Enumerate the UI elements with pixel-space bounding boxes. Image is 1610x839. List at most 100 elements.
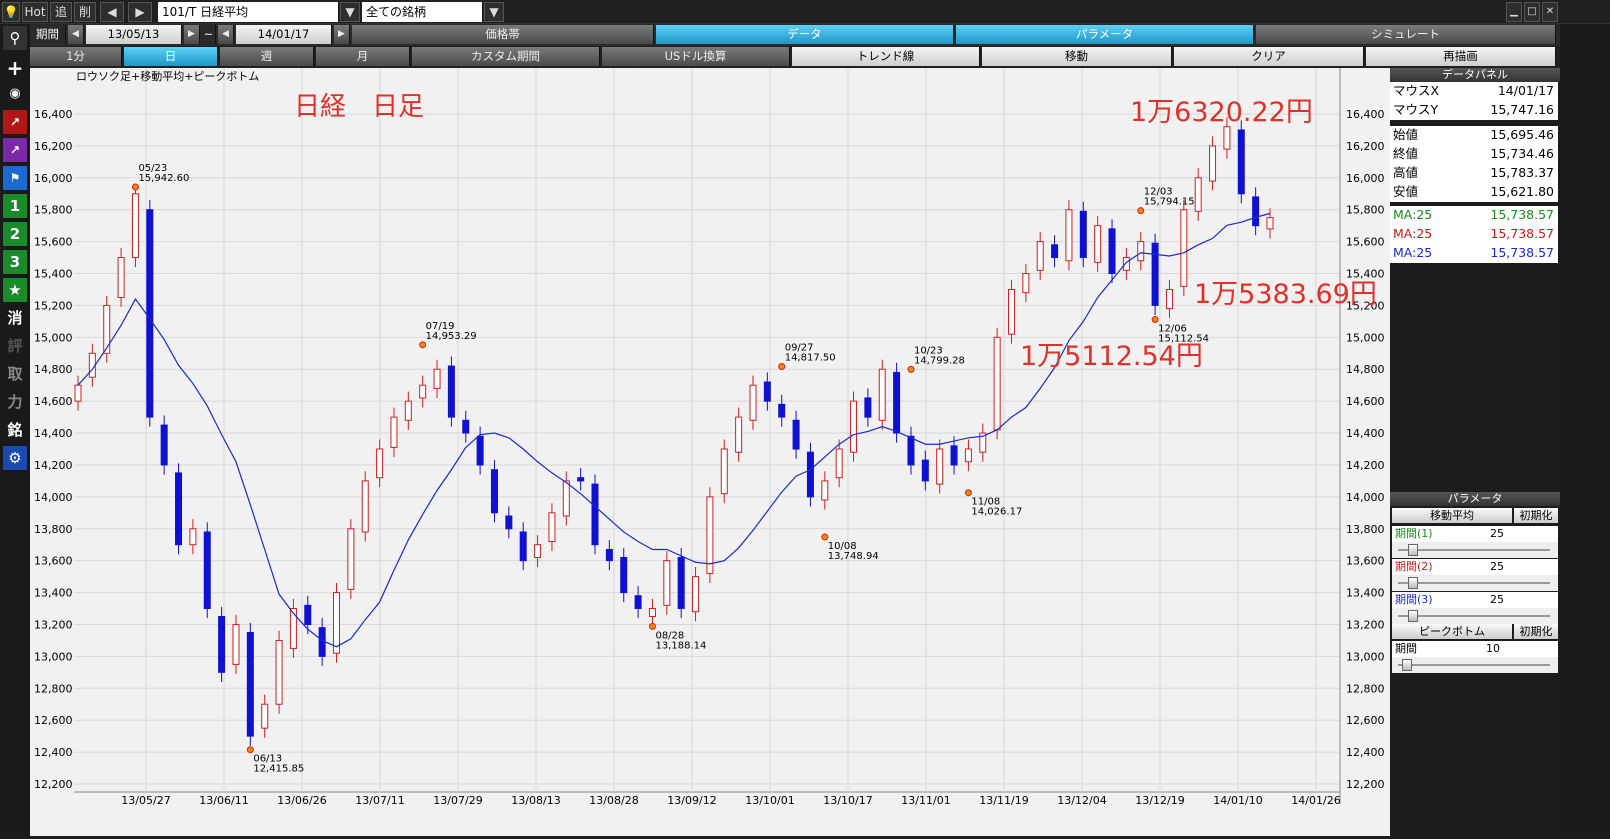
preset-3-button[interactable]: 3 (3, 250, 27, 274)
x-tick-label: 13/06/11 (199, 794, 248, 807)
star-button[interactable]: ★ (3, 278, 27, 302)
filter-dropdown-icon[interactable]: ▼ (484, 2, 504, 22)
interval-month[interactable]: 月 (316, 47, 410, 66)
candle-body (692, 576, 700, 613)
candle-body (289, 608, 297, 649)
lightbulb-icon[interactable]: 💡 (2, 2, 20, 22)
chart-overlay-icon[interactable]: ↗ (3, 138, 27, 162)
y-tick-label-right: 13,600 (1346, 555, 1385, 568)
next-symbol-button[interactable]: ▶ (128, 2, 152, 22)
symbol-input[interactable]: 101/T 日経平均 (158, 2, 338, 22)
candle-body (476, 435, 484, 466)
move-button[interactable]: 移動 (982, 47, 1172, 66)
symbol-dropdown-icon[interactable]: ▼ (340, 2, 360, 22)
add-button[interactable]: 追 (50, 2, 72, 22)
candlestick-chart[interactable]: 16,400 16,400 16,200 16,200 16,000 16,000 15,8… (30, 68, 1390, 836)
trade-button[interactable]: 取 (7, 365, 23, 383)
delete-button[interactable]: 削 (74, 2, 96, 22)
candle-body (648, 608, 656, 617)
evaluate-button[interactable]: 評 (7, 337, 23, 355)
prev-symbol-button[interactable]: ◀ (100, 2, 124, 22)
candle-body (907, 435, 915, 466)
from-next-button[interactable]: ▶ (184, 25, 200, 44)
preset-1-button[interactable]: 1 (3, 194, 27, 218)
hot-button[interactable]: Hot (22, 2, 48, 22)
candle-body (979, 432, 987, 453)
y-tick-label: 12,600 (34, 714, 73, 727)
search-icon[interactable]: ⚲ (3, 26, 27, 50)
erase-button[interactable]: 消 (7, 309, 23, 327)
trendline-button[interactable]: トレンド線 (792, 47, 980, 66)
plus-icon[interactable]: + (6, 56, 24, 80)
candle-body (548, 512, 556, 543)
tab-price-band[interactable]: 価格帯 (352, 25, 654, 44)
candle-body (763, 381, 771, 402)
gear-icon[interactable]: ⚙ (3, 446, 27, 470)
period2-slider[interactable] (1392, 575, 1558, 591)
to-next-button[interactable]: ▶ (334, 25, 350, 44)
period1-slider[interactable] (1392, 542, 1558, 558)
candle-body (706, 496, 714, 574)
candle-body (1194, 177, 1202, 212)
from-date-input[interactable]: 13/05/13 (86, 25, 182, 44)
candle-body (577, 477, 585, 482)
peak-marker (246, 746, 254, 754)
close-icon[interactable]: ✕ (1542, 2, 1558, 22)
chart-area[interactable]: 16,400 16,400 16,200 16,200 16,000 16,000 15,8… (30, 68, 1390, 836)
candle-body (964, 448, 972, 463)
peak-date: 05/23 (138, 163, 167, 174)
candle-body (1237, 129, 1245, 195)
peak-date: 08/28 (655, 630, 684, 641)
usd-convert-button[interactable]: USドル換算 (602, 47, 790, 66)
candle-body (232, 623, 240, 665)
period2-row: 期間(2) 25 (1392, 559, 1558, 575)
peak-value: 15,794.15 (1144, 197, 1195, 208)
redraw-button[interactable]: 再描画 (1366, 47, 1556, 66)
x-tick-label: 13/12/19 (1135, 794, 1184, 807)
param-panel-title: パラメータ (1390, 492, 1560, 506)
flag-icon[interactable]: ⚑ (3, 166, 27, 190)
stock-button[interactable]: 銘 (7, 421, 23, 439)
candle-body (893, 371, 901, 434)
candle-body (462, 419, 470, 434)
to-prev-button[interactable]: ◀ (218, 25, 234, 44)
peak-value: 15,112.54 (1158, 333, 1209, 344)
period3-slider[interactable] (1392, 608, 1558, 624)
candle-body (261, 703, 269, 729)
y-tick-label-right: 15,000 (1346, 331, 1385, 344)
peak-reset-button[interactable]: 初期化 (1514, 624, 1558, 639)
line-chart-icon[interactable]: ↗ (3, 110, 27, 134)
candle-body (1007, 288, 1015, 335)
y-tick-label-right: 15,400 (1346, 268, 1385, 281)
custom-period-button[interactable]: カスタム期間 (412, 47, 600, 66)
peak-value: 15,942.60 (138, 173, 189, 184)
y-tick-label-right: 12,200 (1346, 778, 1385, 791)
camera-icon[interactable]: ◉ (9, 86, 21, 101)
to-date-input[interactable]: 14/01/17 (236, 25, 332, 44)
minimize-icon[interactable]: ▁ (1506, 2, 1522, 22)
y-tick-label-right: 16,000 (1346, 172, 1385, 185)
candle-body (1108, 228, 1116, 275)
interval-1min[interactable]: 1分 (30, 47, 122, 66)
x-tick-label: 13/06/26 (277, 794, 326, 807)
maximize-icon[interactable]: □ (1524, 2, 1540, 22)
preset-2-button[interactable]: 2 (3, 222, 27, 246)
ma-reset-button[interactable]: 初期化 (1514, 508, 1558, 523)
interval-week[interactable]: 週 (220, 47, 314, 66)
candle-body (950, 445, 958, 466)
data-panel: データパネル マウスX 14/01/17 マウスY 15,747.16 始値 15,695… (1390, 68, 1560, 836)
interval-day[interactable]: 日 (124, 47, 218, 66)
y-tick-label-right: 12,400 (1346, 746, 1385, 759)
from-prev-button[interactable]: ◀ (68, 25, 84, 44)
filter-select[interactable]: 全ての銘柄 (362, 2, 482, 22)
y-tick-label: 14,600 (34, 395, 73, 408)
y-tick-label: 14,800 (34, 363, 73, 376)
moving-average-line (77, 212, 1271, 648)
peak-period-slider[interactable] (1392, 657, 1558, 673)
tab-simulate[interactable]: シミュレート (1256, 25, 1556, 44)
tab-parameter[interactable]: パラメータ (956, 25, 1254, 44)
power-button[interactable]: 力 (7, 393, 23, 411)
clear-button[interactable]: クリア (1174, 47, 1364, 66)
tab-data[interactable]: データ (656, 25, 954, 44)
x-tick-label: 14/01/10 (1213, 794, 1262, 807)
